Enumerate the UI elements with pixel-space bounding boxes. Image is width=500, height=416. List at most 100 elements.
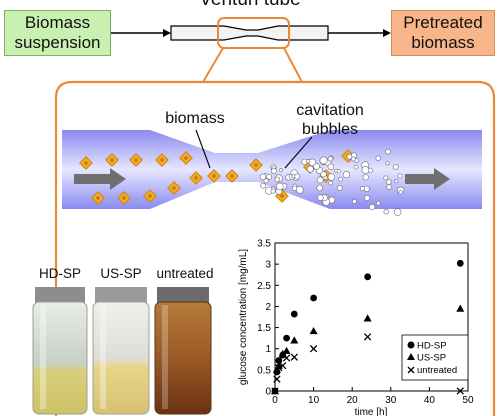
biomass-particle-icon bbox=[79, 156, 93, 170]
point-us-sp bbox=[282, 346, 291, 355]
bubble-icon bbox=[327, 163, 335, 171]
throat-highlight bbox=[217, 17, 290, 49]
bubbles-label-line-2: bubbles bbox=[301, 121, 359, 138]
x-tick-label: 10 bbox=[308, 395, 320, 406]
bubble-icon bbox=[364, 194, 371, 201]
point-us-sp bbox=[278, 349, 287, 357]
bubble-icon bbox=[327, 156, 334, 162]
biomass-particle-icon bbox=[105, 153, 119, 167]
legend-us-sp: US-SP bbox=[417, 353, 446, 364]
bubble-icon bbox=[397, 173, 403, 179]
bubble-icon bbox=[351, 199, 357, 204]
flow-arrow-left-icon bbox=[74, 168, 126, 190]
bubble-icon bbox=[385, 161, 390, 166]
bubble-icon bbox=[270, 188, 276, 194]
chart-legend: HD-SP US-SP untreated bbox=[401, 334, 469, 381]
bubble-icon bbox=[386, 184, 392, 190]
bubble-icon bbox=[398, 190, 403, 195]
point-untreated bbox=[282, 354, 291, 362]
bubble-icon bbox=[353, 164, 359, 170]
y-tick-label: 1.5 bbox=[257, 323, 271, 334]
bubble-icon bbox=[279, 168, 284, 173]
bubble-icon bbox=[362, 174, 369, 181]
biomass-particle-icon bbox=[179, 151, 193, 165]
biomass-label: biomass bbox=[165, 110, 225, 127]
flow-arrow-right-icon bbox=[405, 168, 450, 190]
bubbles-pointer bbox=[284, 136, 313, 169]
zoom-frame bbox=[54, 80, 496, 416]
y-tick-label: 3.5 bbox=[257, 239, 271, 250]
y-axis-ticks: 0 0.5 1 1.5 2 2.5 3 3.5 bbox=[257, 239, 279, 398]
point-hd-sp bbox=[290, 310, 298, 318]
cavitation-bubbles bbox=[259, 148, 405, 216]
biomass-pointer bbox=[195, 129, 211, 169]
bubble-icon bbox=[383, 175, 389, 181]
plot-area bbox=[274, 242, 469, 392]
bubble-icon bbox=[392, 163, 399, 170]
y-tick-label: 2.5 bbox=[257, 281, 271, 292]
biomass-particle-icon bbox=[91, 191, 105, 205]
point-untreated bbox=[290, 353, 298, 361]
point-hd-sp bbox=[275, 357, 283, 364]
bubble-icon bbox=[266, 173, 273, 180]
y-tick-label: 0 bbox=[265, 387, 271, 398]
right-box-line-1: Pretreated bbox=[403, 13, 483, 32]
y-tick-label: 3 bbox=[265, 260, 271, 271]
bubble-icon bbox=[393, 208, 402, 216]
point-hd-sp bbox=[283, 334, 290, 342]
point-untreated bbox=[271, 387, 279, 395]
bubble-icon bbox=[306, 165, 314, 173]
bubble-icon bbox=[361, 165, 370, 174]
pretreated-biomass-box: Pretreated biomass bbox=[391, 10, 495, 56]
biomass-particle-icon bbox=[155, 153, 169, 167]
x-axis-label: time [h] bbox=[355, 407, 388, 416]
bubble-icon bbox=[376, 201, 381, 206]
jar-label-us-sp: US-SP bbox=[100, 266, 142, 281]
bubble-icon bbox=[342, 171, 351, 179]
legend-triangle-icon bbox=[407, 353, 415, 360]
biomass-particle-icon bbox=[225, 169, 239, 183]
bubble-icon bbox=[263, 178, 269, 184]
bubble-icon bbox=[317, 194, 324, 201]
bubble-icon bbox=[313, 163, 320, 170]
inlet-arrow-icon bbox=[163, 29, 171, 37]
point-us-sp bbox=[456, 304, 465, 312]
left-box-line-1: Biomass bbox=[24, 13, 91, 32]
glucose-chart: 0 0.5 1 1.5 2 2.5 3 3.5 0 10 20 30 40 50 glucose con… bbox=[238, 239, 474, 416]
bubble-icon bbox=[270, 168, 277, 175]
bubble-icon bbox=[292, 185, 298, 191]
right-box-line-2: biomass bbox=[411, 33, 475, 52]
biomass-particle-icon bbox=[143, 189, 157, 203]
point-us-sp bbox=[363, 314, 372, 322]
bubble-icon bbox=[320, 171, 327, 178]
biomass-particle-icon bbox=[167, 181, 181, 195]
jar-label-untreated: untreated bbox=[156, 266, 214, 281]
bubble-icon bbox=[328, 180, 333, 186]
bubble-icon bbox=[327, 173, 336, 181]
x-tick-label: 40 bbox=[424, 395, 436, 406]
x-tick-label: 20 bbox=[347, 395, 359, 406]
bubble-icon bbox=[319, 156, 328, 165]
bubbles-label-line-1: cavitation bbox=[296, 102, 364, 119]
bubble-icon bbox=[375, 155, 381, 161]
y-tick-label: 0.5 bbox=[257, 365, 271, 376]
bubble-icon bbox=[260, 182, 267, 189]
jar-untreated bbox=[154, 287, 212, 415]
legend-circle-icon bbox=[407, 341, 415, 349]
zoom-line-right bbox=[283, 47, 303, 83]
bubble-icon bbox=[336, 185, 343, 191]
bubble-icon bbox=[306, 159, 311, 164]
bubble-icon bbox=[316, 184, 324, 192]
bubble-icon bbox=[369, 204, 376, 211]
point-us-sp bbox=[290, 336, 299, 344]
cavitation-bubbles-label: cavitation bubbles bbox=[285, 101, 375, 139]
bubble-icon bbox=[316, 176, 324, 184]
bubble-icon bbox=[359, 186, 365, 192]
bubble-icon bbox=[354, 158, 360, 163]
biomass-particle-icon bbox=[207, 169, 221, 183]
bubble-icon bbox=[333, 168, 338, 173]
point-untreated bbox=[456, 387, 464, 395]
y-axis-label: glucose concentration [mg/mL] bbox=[238, 249, 249, 385]
point-us-sp bbox=[309, 326, 318, 335]
